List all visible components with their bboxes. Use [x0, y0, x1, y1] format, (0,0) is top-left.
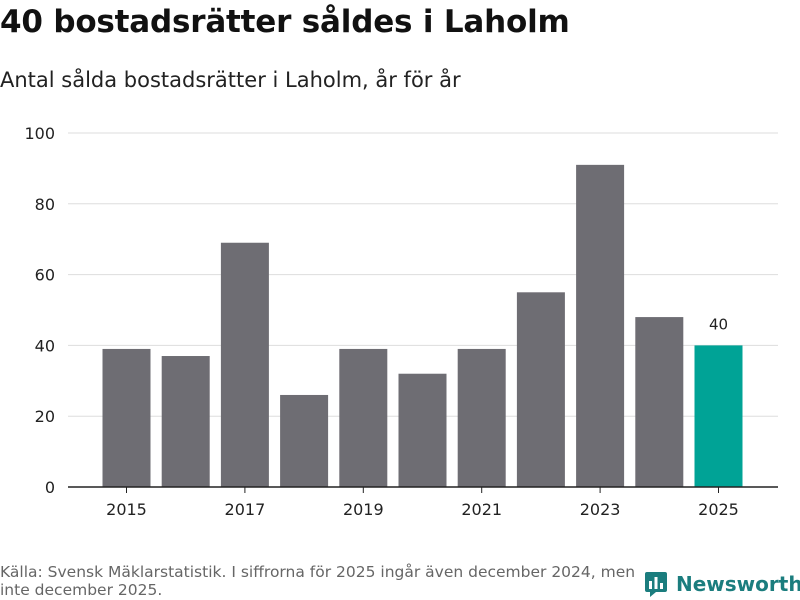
- chart-title: 40 bostadsrätter såldes i Laholm: [0, 4, 570, 40]
- y-tick-label-80: 80: [35, 195, 55, 214]
- x-tick-label-2023: 2023: [580, 500, 621, 519]
- data-label-2025: 40: [709, 315, 728, 333]
- bar-2023: [576, 164, 625, 488]
- y-tick-label-100: 100: [24, 124, 55, 143]
- source-note: Källa: Svensk Mäklarstatistik. I siffror…: [0, 563, 636, 599]
- x-tick-label-2021: 2021: [461, 500, 502, 519]
- x-tick-label-2019: 2019: [343, 500, 384, 519]
- newsworthy-logo-icon: [645, 572, 667, 597]
- bar-2021: [457, 348, 506, 487]
- bar-2019: [339, 348, 388, 487]
- bar-2017: [220, 242, 269, 487]
- brand-logo: Newsworthy: [644, 570, 800, 598]
- y-tick-label-20: 20: [35, 407, 55, 426]
- bar-2022: [516, 292, 565, 487]
- bar-chart: 0 20 40 60 80 100 40 2015 2017 2019 2021 2023 2025: [24, 124, 778, 519]
- x-tick-label-2025: 2025: [698, 500, 739, 519]
- x-tick-label-2015: 2015: [106, 500, 147, 519]
- x-tick-label-2017: 2017: [225, 500, 266, 519]
- y-tick-label-40: 40: [35, 336, 55, 355]
- bar-2020: [398, 373, 447, 487]
- bar-2016: [161, 356, 210, 487]
- y-tick-label-60: 60: [35, 266, 55, 285]
- y-tick-label-0: 0: [45, 478, 55, 497]
- bar-2025: [694, 345, 743, 487]
- bar-2018: [280, 394, 329, 487]
- bar-2024: [635, 317, 684, 487]
- chart-subtitle: Antal sålda bostadsrätter i Laholm, år f…: [0, 68, 461, 92]
- brand-name: Newsworthy: [676, 572, 800, 596]
- bar-2015: [102, 348, 151, 487]
